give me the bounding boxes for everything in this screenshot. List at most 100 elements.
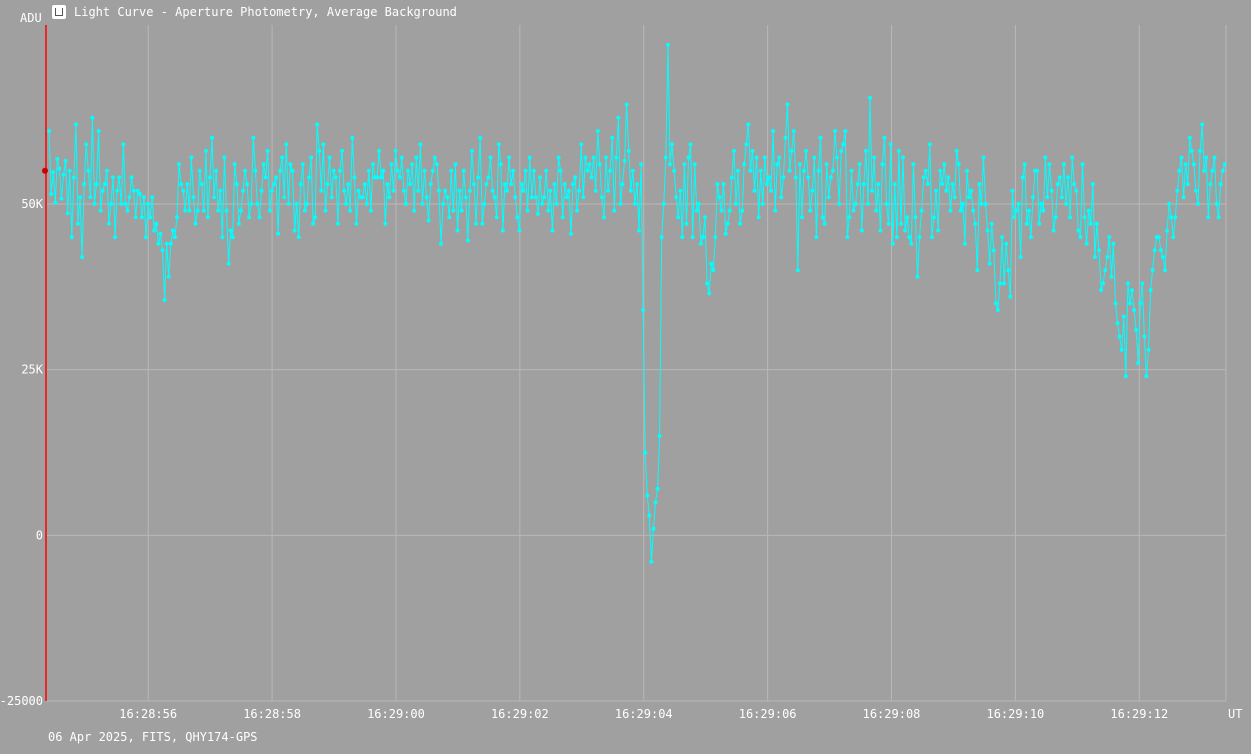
data-point (377, 148, 382, 153)
data-point (1090, 182, 1095, 187)
data-point (389, 162, 394, 167)
data-point (1068, 215, 1073, 220)
data-point (430, 168, 435, 173)
data-point (793, 175, 798, 180)
data-point (500, 228, 505, 233)
data-point (754, 155, 759, 160)
data-point (490, 188, 495, 193)
data-point (977, 182, 982, 187)
data-point (201, 208, 206, 213)
data-point (954, 148, 959, 153)
data-point (434, 162, 439, 167)
data-point (721, 182, 726, 187)
data-point (550, 228, 555, 233)
observation-info: 06 Apr 2025, FITS, QHY174-GPS (48, 730, 258, 744)
data-point (96, 129, 101, 133)
data-point (861, 182, 866, 187)
data-point (337, 168, 342, 173)
data-point (253, 168, 258, 173)
data-point (651, 526, 656, 531)
data-point (888, 142, 893, 147)
data-point (274, 175, 278, 180)
data-point (509, 182, 514, 187)
data-point (133, 215, 138, 220)
data-point (98, 208, 103, 213)
data-point (269, 188, 274, 193)
data-point (1179, 155, 1184, 160)
data-point (709, 261, 714, 266)
data-point (228, 228, 233, 233)
x-tick-label: 16:29:10 (986, 707, 1044, 721)
data-point (1022, 162, 1027, 167)
data-point (1218, 182, 1223, 187)
data-point (1167, 201, 1172, 206)
data-point (736, 168, 740, 173)
data-point (616, 115, 621, 120)
data-point (981, 155, 986, 160)
data-point (1082, 215, 1087, 220)
data-point (738, 221, 743, 226)
data-point (1173, 215, 1178, 220)
data-point (909, 241, 914, 246)
data-point (729, 175, 734, 180)
data-point (1057, 175, 1062, 180)
data-point (1074, 188, 1079, 193)
data-point (100, 188, 105, 193)
x-axis-unit-label: UT (1228, 707, 1242, 721)
data-point (668, 162, 672, 167)
data-point (73, 122, 78, 127)
data-point (566, 188, 571, 193)
data-point (505, 188, 509, 193)
data-point (917, 235, 922, 240)
data-point (451, 208, 456, 213)
light-curve-app-icon[interactable] (52, 5, 66, 19)
data-point (263, 175, 268, 180)
data-point (830, 168, 835, 173)
data-point (1080, 162, 1085, 167)
data-point (915, 274, 920, 279)
data-point (764, 182, 769, 187)
data-point (156, 241, 161, 246)
data-point (542, 195, 547, 200)
data-point (55, 156, 60, 161)
data-point (696, 201, 701, 206)
data-point (368, 208, 373, 213)
data-point (158, 231, 163, 236)
data-point (92, 201, 97, 206)
data-point (587, 162, 592, 167)
data-point (637, 228, 641, 233)
data-point (626, 148, 631, 153)
data-point (51, 170, 56, 175)
cursor-marker[interactable] (42, 167, 48, 174)
data-point (826, 195, 831, 200)
data-point (948, 208, 953, 213)
time-cursor[interactable] (42, 25, 48, 701)
data-point (439, 241, 443, 246)
data-point (944, 188, 949, 193)
data-point (480, 221, 485, 226)
data-point (839, 148, 844, 153)
data-point (282, 195, 287, 200)
data-point (502, 182, 507, 187)
data-point (1092, 255, 1097, 259)
data-point (1051, 228, 1056, 233)
data-point (327, 155, 332, 160)
data-point (342, 188, 347, 193)
data-point (750, 148, 755, 153)
data-point (90, 115, 95, 120)
data-point (983, 201, 988, 206)
data-point (635, 182, 639, 187)
data-point (878, 228, 883, 233)
data-point (991, 248, 996, 253)
data-point (894, 235, 899, 240)
data-point (965, 168, 969, 173)
data-point (639, 162, 644, 167)
data-point (927, 142, 932, 147)
data-point (604, 155, 608, 160)
data-point (53, 200, 58, 205)
data-point (422, 168, 427, 173)
data-point (655, 486, 660, 491)
data-point (727, 208, 732, 213)
data-point (993, 301, 998, 306)
